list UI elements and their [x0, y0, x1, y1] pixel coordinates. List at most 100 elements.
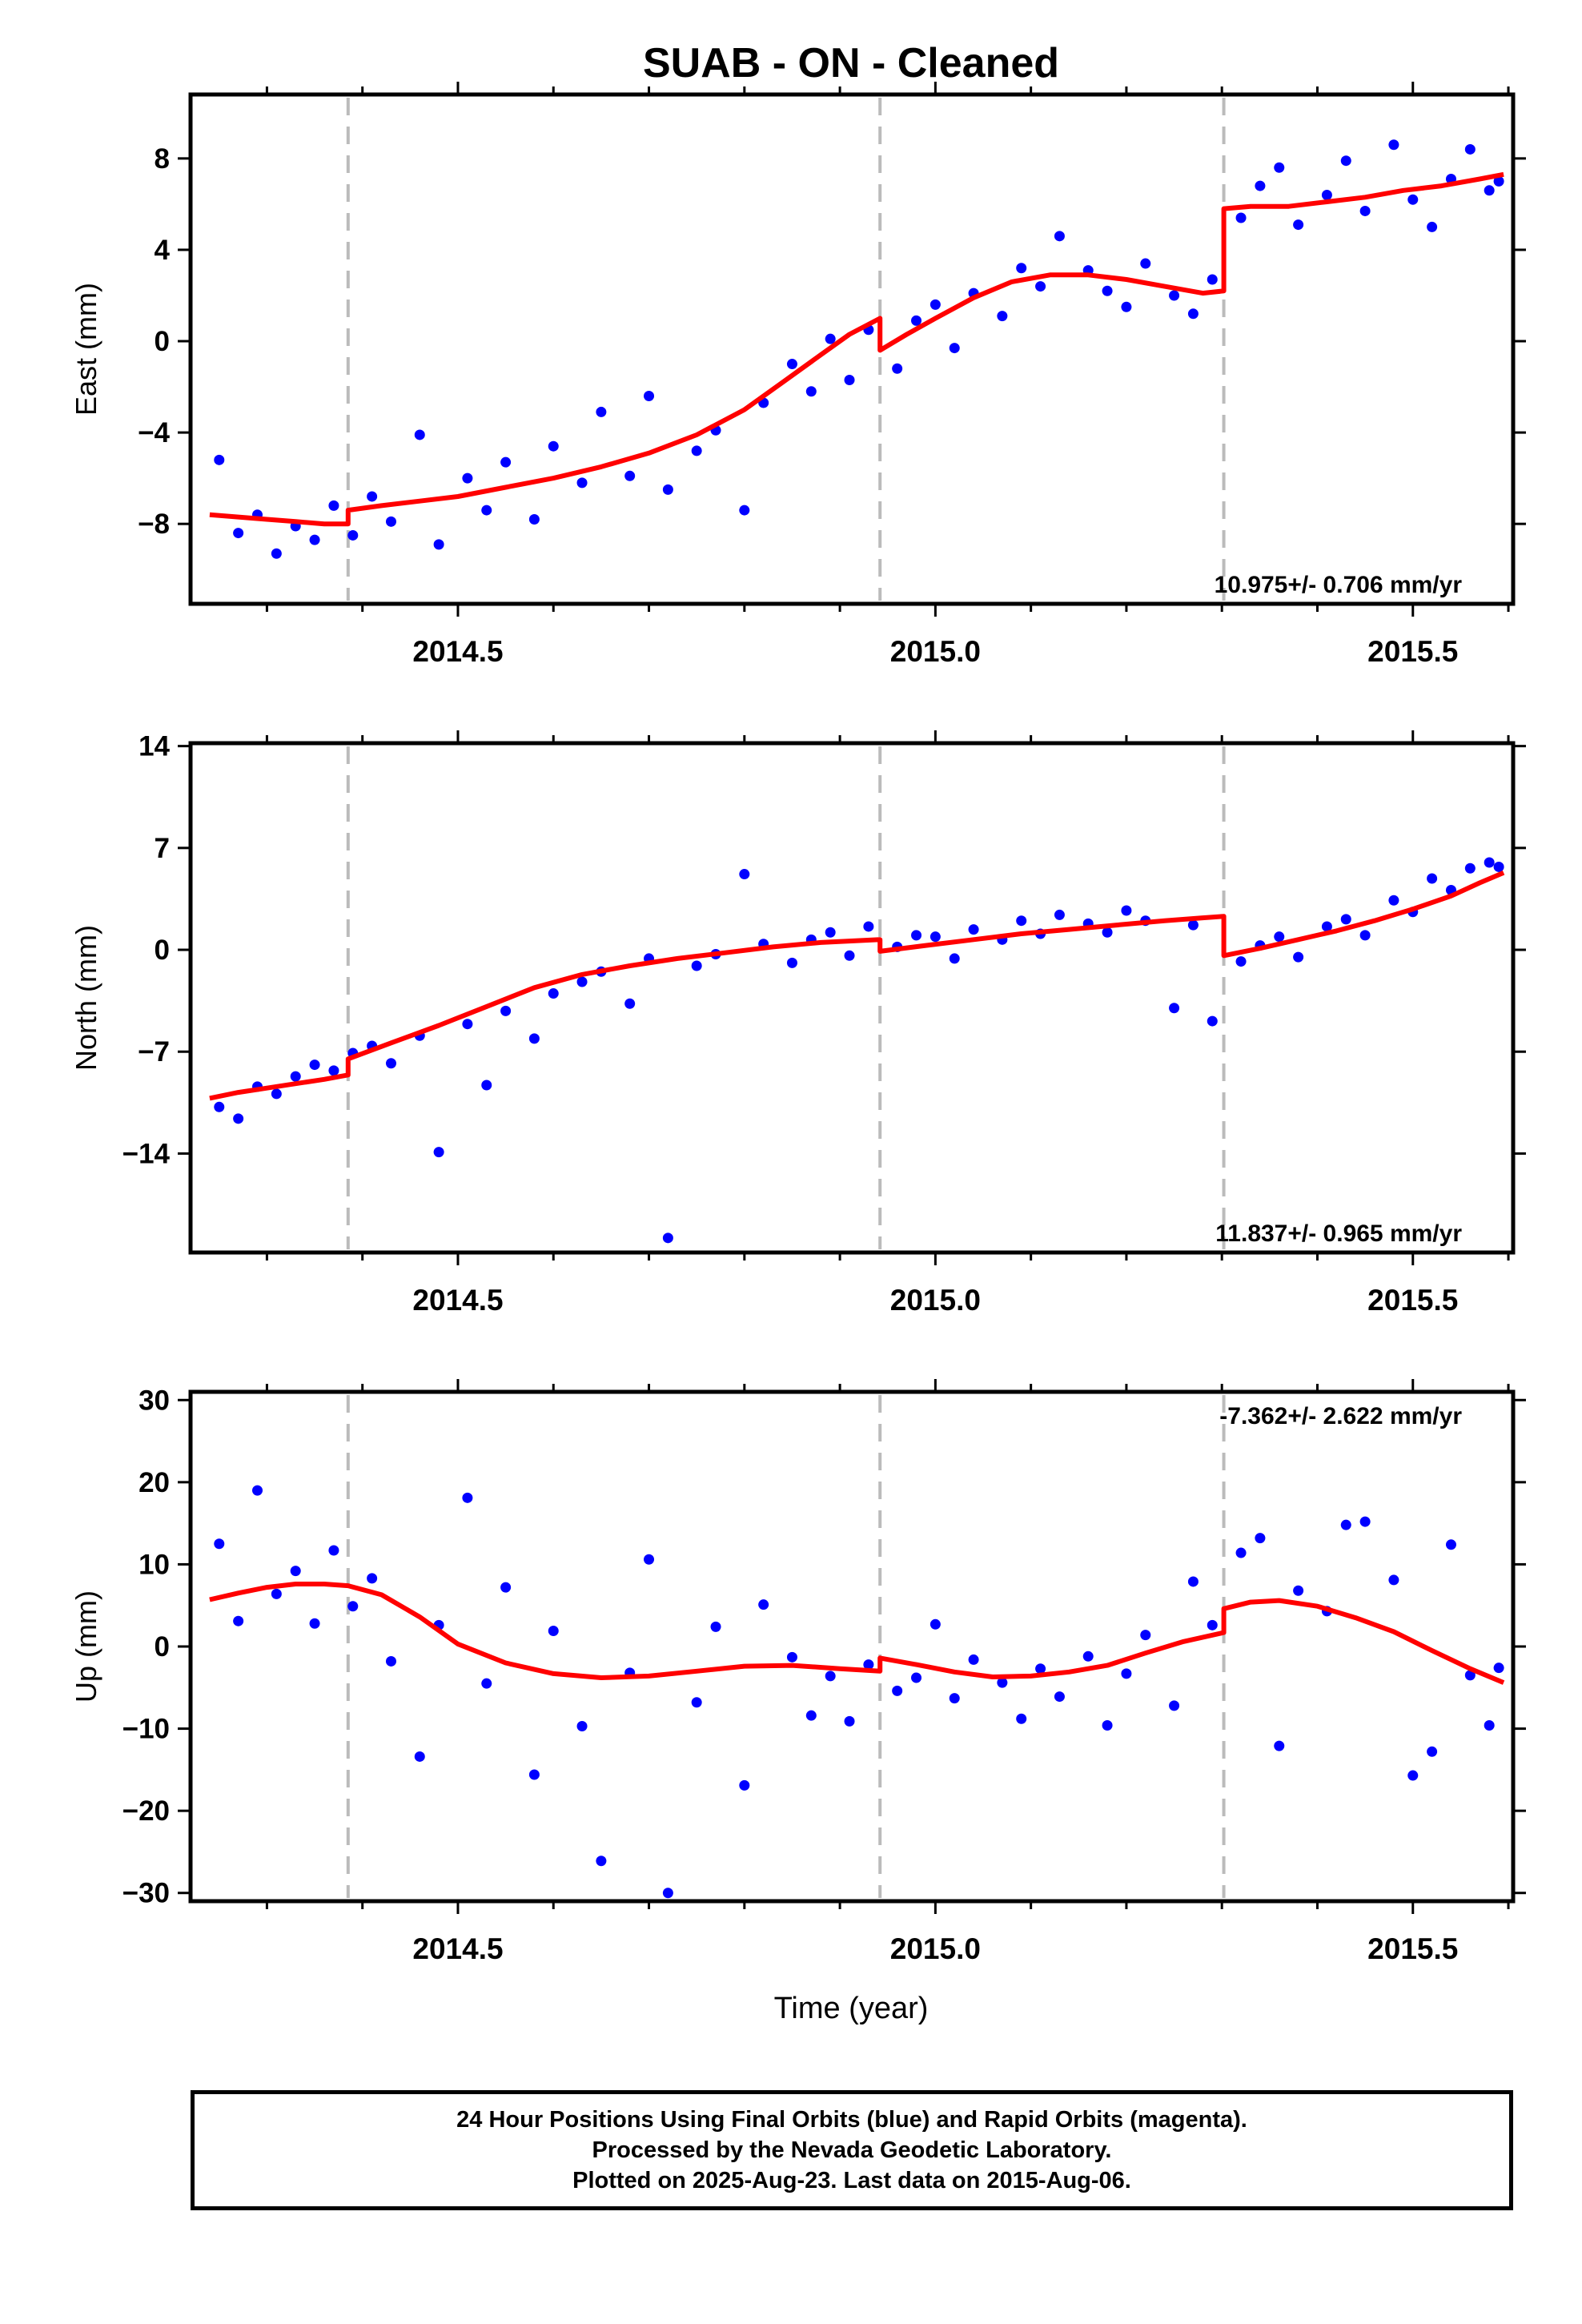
data-point: [328, 1065, 339, 1076]
data-point: [930, 931, 941, 943]
data-point: [968, 924, 979, 935]
data-point: [786, 957, 797, 968]
data-point: [825, 1671, 836, 1682]
data-point: [691, 445, 702, 456]
data-point: [825, 927, 836, 938]
data-point: [1427, 873, 1438, 884]
data-point: [786, 359, 797, 370]
data-point: [1359, 205, 1371, 216]
x-tick-label: 2014.5: [412, 1284, 503, 1317]
data-point: [739, 505, 750, 516]
rate-annotation: -7.362+/- 2.622 mm/yr: [1219, 1403, 1462, 1429]
data-point: [1293, 1585, 1304, 1596]
data-point: [414, 429, 425, 440]
data-point: [1121, 301, 1132, 312]
data-point: [596, 406, 607, 417]
data-point: [1464, 1670, 1476, 1681]
panel-3: −30 −20 −10 0 10 20 30 2014.5 2015.0 2015.5 Up (mm…: [70, 1379, 1526, 2025]
plot-frame: [188, 741, 1516, 1255]
data-point: [528, 513, 540, 525]
data-point: [1359, 930, 1371, 941]
data-point: [739, 869, 750, 880]
data-point: [786, 1651, 797, 1663]
data-point: [433, 539, 444, 550]
data-point: [233, 1615, 244, 1626]
footer-line-1: 24 Hour Positions Using Final Orbits (bl…: [456, 2107, 1247, 2133]
y-tick-label: 0: [155, 1631, 170, 1663]
data-point: [691, 1697, 702, 1708]
data-point: [1493, 1663, 1504, 1674]
y-tick-label: 14: [139, 731, 170, 762]
x-tick-label: 2015.0: [890, 1284, 981, 1317]
x-tick-label: 2014.5: [412, 1932, 503, 1965]
data-point: [758, 1599, 769, 1610]
data-point: [863, 1659, 874, 1671]
data-point: [385, 1058, 396, 1069]
y-tick-label: 30: [139, 1385, 170, 1416]
data-point: [328, 1545, 339, 1556]
data-point: [233, 528, 244, 539]
data-point: [1082, 1651, 1094, 1662]
data-point: [1321, 189, 1332, 200]
data-point: [662, 1888, 673, 1899]
data-point: [911, 315, 922, 326]
data-point: [1274, 1740, 1285, 1751]
y-tick-label: −30: [122, 1878, 170, 1909]
data-point: [997, 311, 1008, 322]
data-point: [214, 1101, 225, 1112]
data-point: [892, 363, 903, 374]
footer-caption-box: 24 Hour Positions Using Final Orbits (bl…: [191, 2090, 1513, 2210]
data-point: [1340, 155, 1351, 167]
data-point: [1493, 175, 1504, 187]
data-point: [576, 976, 588, 987]
data-point: [462, 1019, 473, 1030]
data-point: [662, 1232, 673, 1244]
model-line: [209, 870, 1505, 1101]
data-point: [805, 1710, 817, 1721]
data-point: [1102, 1719, 1113, 1731]
data-point: [1388, 1574, 1399, 1586]
data-point: [367, 1573, 378, 1584]
data-point: [481, 505, 492, 516]
data-point: [662, 484, 673, 495]
data-point: [309, 1618, 320, 1629]
data-point: [1274, 931, 1285, 943]
data-point: [271, 1588, 282, 1599]
data-point: [1274, 162, 1285, 173]
model-line: [209, 171, 1504, 527]
data-point: [1388, 139, 1399, 151]
data-point: [1493, 861, 1504, 872]
y-tick-label: 10: [139, 1549, 170, 1580]
data-point: [1235, 956, 1247, 967]
data-layer: [209, 139, 1504, 559]
data-point: [1187, 308, 1199, 320]
data-point: [385, 1655, 396, 1667]
data-point: [1207, 1619, 1218, 1630]
data-point: [433, 1147, 444, 1158]
data-point: [739, 1779, 750, 1791]
data-point: [548, 988, 559, 999]
data-point: [500, 1582, 512, 1593]
data-point: [214, 454, 225, 465]
data-point: [1445, 1539, 1456, 1550]
data-point: [309, 1059, 320, 1071]
data-point: [1169, 1700, 1180, 1711]
data-point: [1464, 862, 1476, 874]
y-tick-label: −8: [138, 509, 170, 540]
data-point: [481, 1678, 492, 1689]
y-tick-label: 4: [155, 235, 171, 266]
data-point: [1054, 909, 1065, 920]
data-point: [1293, 951, 1304, 963]
data-point: [596, 1856, 607, 1867]
data-point: [528, 1033, 540, 1044]
data-point: [1140, 258, 1151, 269]
y-tick-label: 20: [139, 1467, 170, 1498]
data-point: [844, 375, 855, 386]
data-point: [214, 1538, 225, 1550]
data-point: [805, 386, 817, 397]
data-point: [1187, 1576, 1199, 1587]
data-point: [949, 343, 960, 354]
y-tick-label: −14: [122, 1138, 171, 1169]
data-point: [930, 1618, 941, 1630]
data-point: [710, 1621, 721, 1632]
